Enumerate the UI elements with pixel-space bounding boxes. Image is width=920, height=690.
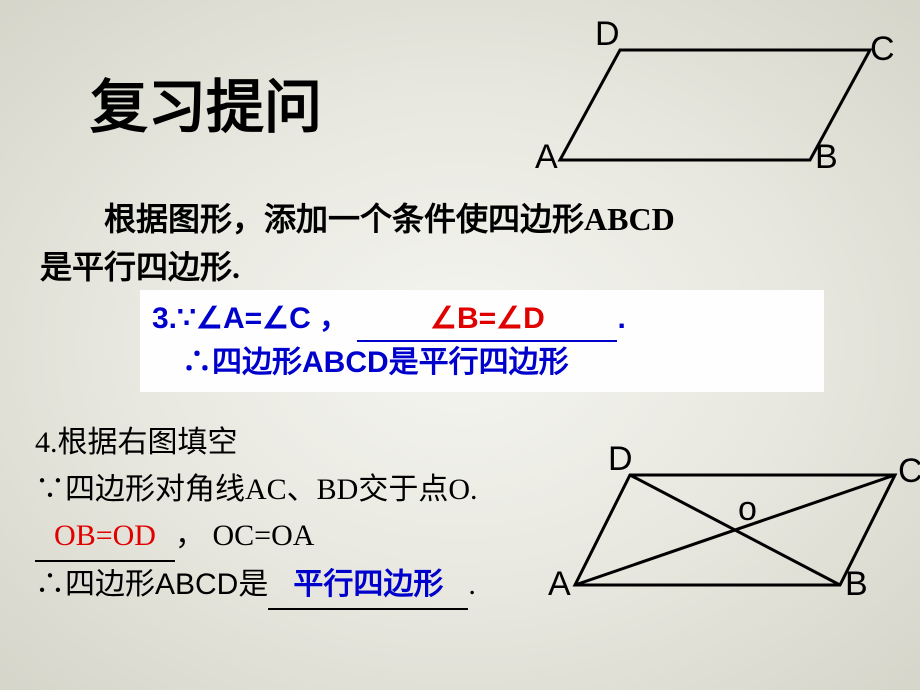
q3-conclusion: 四边形ABCD是平行四边形 (212, 346, 569, 379)
q4-blank2: 平行四边形 (268, 562, 468, 611)
vertex2-label-c: C (898, 452, 920, 491)
q4-line2: OB=OD ， OC=OA (35, 513, 478, 562)
q3-line1: 3.∵∠A=∠C ， ∠B=∠D. (152, 298, 812, 342)
vertex2-label-a: A (548, 565, 571, 604)
vertex2-label-b: B (845, 565, 868, 604)
q4-therefore: ∴ (35, 568, 65, 601)
q3-prefix: 3.∵ (152, 302, 196, 335)
problem-line1: 根据图形，添加一个条件使四边形ABCD (40, 195, 675, 243)
q3-answer-box: 3.∵∠A=∠C ， ∠B=∠D. ∴四边形ABCD是平行四边形 (140, 290, 824, 392)
q4-abcd: ABCD (155, 568, 238, 601)
q4-text2: 是 (238, 568, 268, 601)
q3-conc-prefix: ∴ (182, 346, 212, 379)
vertex-label-b: B (815, 138, 838, 177)
vertex2-label-o: o (738, 490, 757, 529)
q3-answer: ∠B=∠D (430, 302, 545, 335)
vertex-label-d: D (595, 15, 620, 54)
q4-line1-text: 四边形对角线AC、BD交于点O. (65, 473, 478, 506)
problem-line2: 是平行四边形. (40, 243, 675, 291)
diagram-parallelogram-abcd: A B C D (500, 20, 880, 180)
q4-line1: ∵四边形对角线AC、BD交于点O. (35, 467, 478, 514)
q3-period: . (617, 302, 625, 335)
q4-text1: 四边形 (65, 568, 155, 601)
vertex-label-a: A (535, 138, 558, 177)
q4-period: . (468, 568, 476, 601)
q4-blank2-answer: 平行四边形 (293, 568, 443, 601)
q4-because: ∵ (35, 473, 65, 506)
q4-blank1: OB=OD (35, 513, 175, 562)
q3-blank: ∠B=∠D (357, 298, 617, 342)
q3-line2: ∴四边形ABCD是平行四边形 (152, 342, 812, 384)
q4-after-blank1: ， OC=OA (175, 519, 314, 552)
q4-header: 4.根据右图填空 (35, 420, 478, 467)
vertex-label-c: C (870, 30, 895, 69)
q4-block: 4.根据右图填空 ∵四边形对角线AC、BD交于点O. OB=OD， OC=OA … (35, 420, 478, 610)
slide: 复习提问 A B C D 根据图形，添加一个条件使四边形ABCD 是平行四边形.… (0, 0, 920, 690)
q4-line3: ∴四边形ABCD是平行四边形. (35, 562, 478, 611)
vertex2-label-d: D (608, 440, 633, 479)
problem-statement: 根据图形，添加一个条件使四边形ABCD 是平行四边形. (40, 195, 675, 291)
q4-blank1-answer: OB=OD (54, 519, 156, 552)
diagram-parallelogram-diagonals: A B C D o (540, 440, 910, 620)
q3-given: ∠A=∠C ， (196, 302, 349, 335)
page-title: 复习提问 (90, 60, 322, 144)
